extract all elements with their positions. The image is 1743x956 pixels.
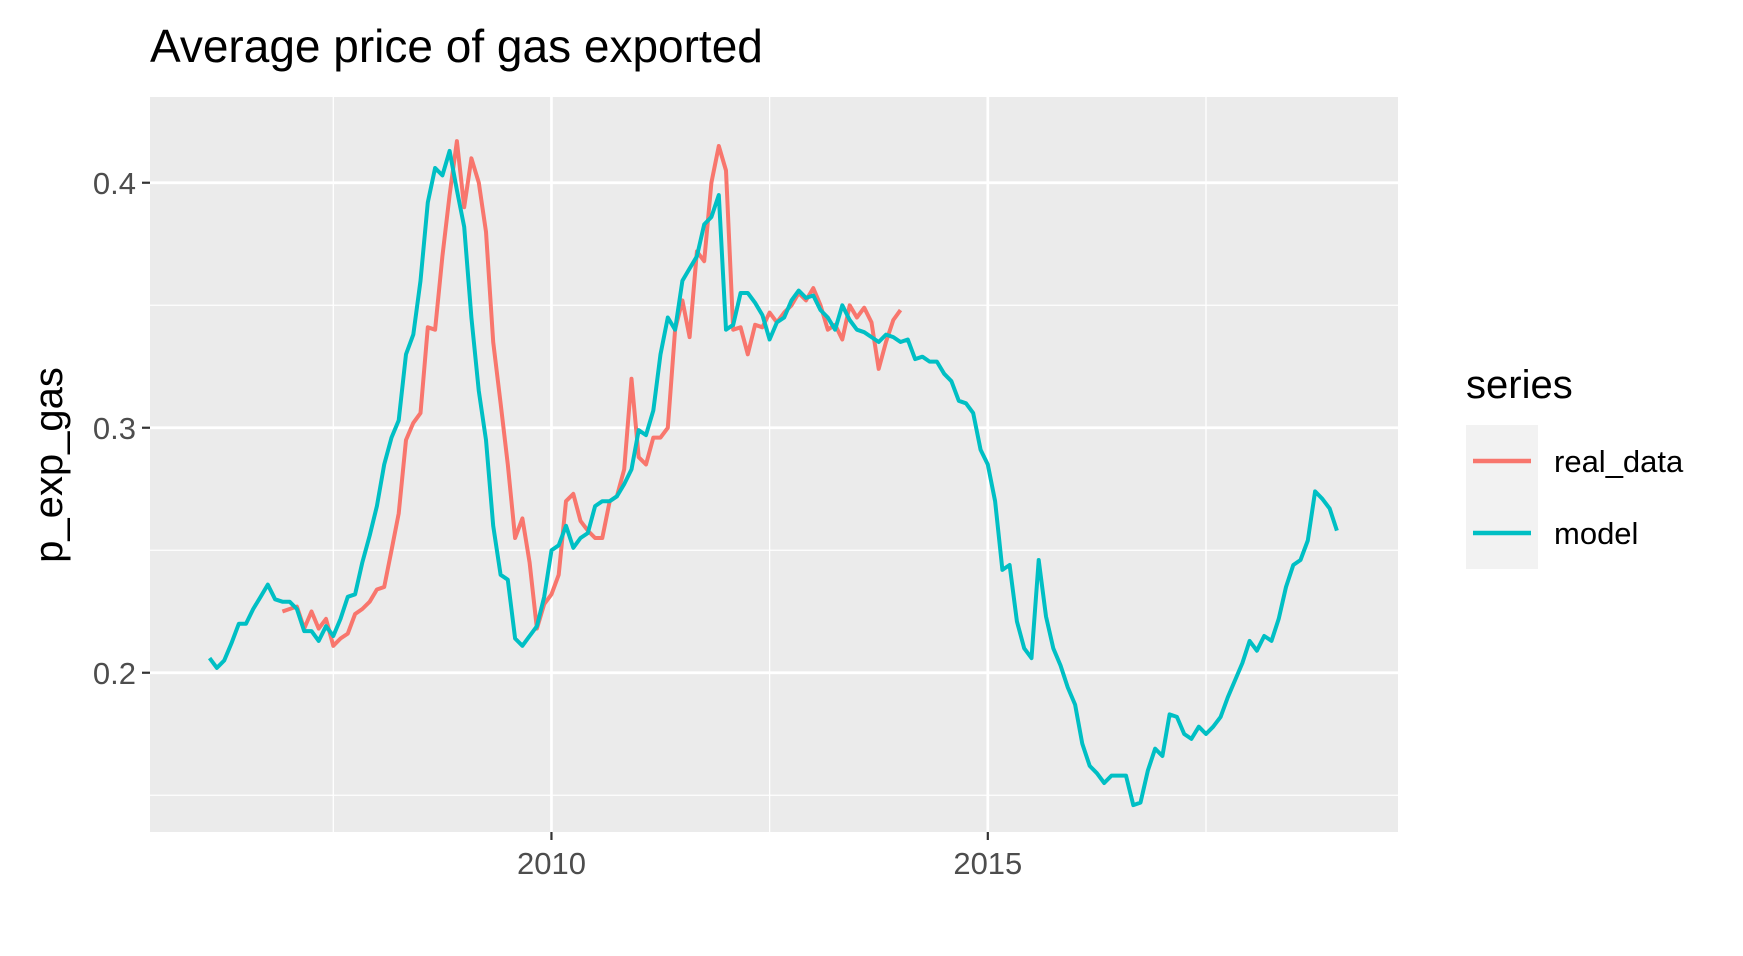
plot-panel [150,97,1398,832]
chart-title: Average price of gas exported [150,20,763,72]
minor-gridlines [150,97,1398,832]
x-axis-ticks: 2010 2015 [517,832,1022,881]
series-lines [207,139,1339,808]
series-line-model [207,148,1339,808]
legend-label-model: model [1554,516,1638,551]
x-tick-label: 2015 [953,846,1022,881]
y-axis-ticks: 0.2 0.3 0.4 [93,166,150,691]
y-tick-label: 0.3 [93,411,136,446]
x-tick-label: 2010 [517,846,586,881]
y-tick-label: 0.2 [93,656,136,691]
major-gridlines [150,97,1398,832]
legend-title: series [1466,363,1573,407]
legend-label-real-data: real_data [1554,444,1684,479]
y-axis-title: p_exp_gas [27,367,71,563]
y-tick-label: 0.4 [93,166,136,201]
